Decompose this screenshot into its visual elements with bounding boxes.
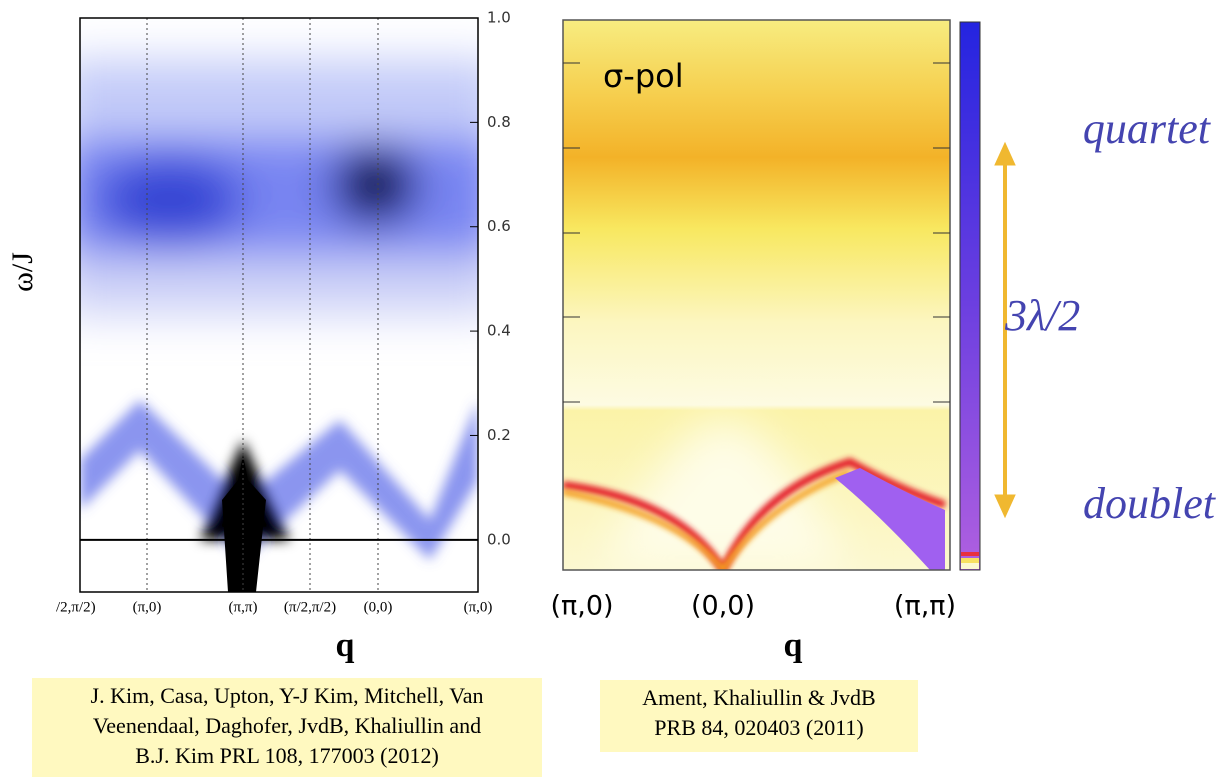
x-axis-label: q: [784, 627, 803, 664]
y-tick-label: 0.0: [487, 530, 511, 548]
colorbar-band: [961, 563, 979, 569]
x-tick-label: (π,0): [133, 599, 162, 615]
citation: Ament, Khaliullin & JvdB: [642, 685, 875, 710]
x-axis-label: q: [336, 627, 355, 664]
annotation: 3λ/2: [1004, 291, 1080, 340]
x-tick-label: (π,π): [894, 591, 956, 622]
colorbar: [959, 21, 981, 571]
heatmap-right: [563, 20, 950, 570]
annotation: quartet: [1083, 104, 1212, 153]
citation: J. Kim, Casa, Upton, Y-J Kim, Mitchell, …: [91, 683, 484, 708]
citation-box: [600, 680, 918, 752]
y-tick-label: 1.0: [487, 9, 511, 27]
x-tick-label: (π,0): [464, 599, 493, 615]
y-axis-label: ω/J: [6, 252, 39, 292]
x-tick-label: (π/2,π/2): [284, 599, 336, 615]
colorbar-band: [961, 558, 979, 563]
energy-arrow: [994, 141, 1016, 519]
y-tick-label: 0.4: [487, 322, 511, 340]
y-tick-label: 0.6: [487, 217, 511, 235]
citation-box: [32, 678, 542, 777]
citation: B.J. Kim PRL 108, 177003 (2012): [135, 743, 439, 768]
x-tick-label: (0,0): [691, 591, 755, 622]
citation: PRB 84, 020403 (2011): [654, 715, 863, 740]
x-tick-label: /2,π/2): [56, 599, 96, 615]
annotation: doublet: [1083, 479, 1217, 528]
plot-frame: [562, 19, 951, 571]
panel-label: σ-pol: [603, 57, 684, 95]
heatmap-left: [80, 18, 478, 592]
x-tick-label: (π,π): [229, 599, 258, 615]
y-tick-label: 0.2: [487, 426, 511, 444]
citation: Veenendaal, Daghofer, JvdB, Khaliullin a…: [93, 713, 481, 738]
x-tick-label: (0,0): [364, 599, 393, 615]
plot-frame: [79, 17, 479, 593]
y-tick-label: 0.8: [487, 113, 511, 131]
x-tick-label: (π,0): [550, 591, 613, 622]
colorbar-band: [961, 552, 979, 556]
